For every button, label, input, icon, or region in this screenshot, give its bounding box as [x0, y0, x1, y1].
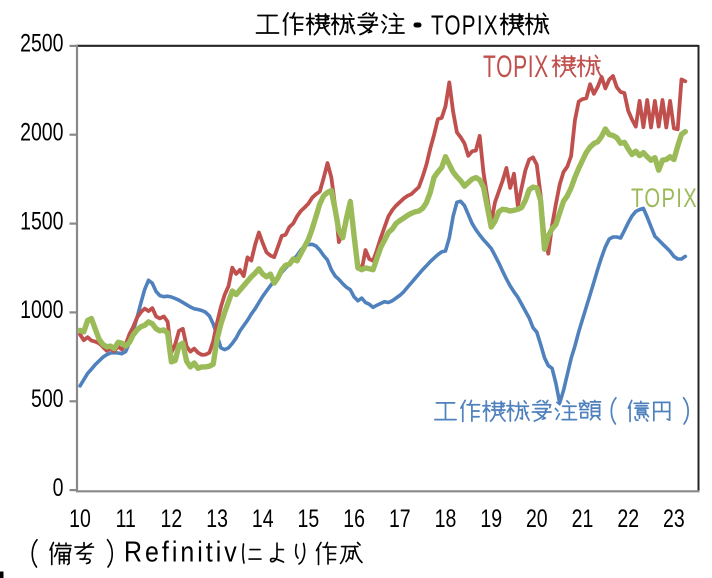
svg-text:15: 15 [298, 505, 320, 533]
svg-text:500: 500 [31, 385, 64, 413]
svg-text:17: 17 [389, 505, 411, 533]
svg-text:21: 21 [572, 505, 594, 533]
svg-text:20: 20 [526, 505, 548, 533]
svg-text:1500: 1500 [20, 207, 63, 235]
svg-text:2000: 2000 [20, 118, 63, 146]
svg-text:11: 11 [116, 505, 136, 533]
svg-text:18: 18 [435, 505, 457, 533]
svg-text:TOPIX: TOPIX [631, 183, 698, 214]
svg-text:Refinitiv: Refinitiv [124, 536, 240, 568]
svg-text:10: 10 [69, 505, 91, 533]
svg-text:14: 14 [252, 505, 274, 533]
svg-text:0: 0 [53, 473, 64, 501]
svg-text:1000: 1000 [20, 296, 63, 324]
svg-text:2500: 2500 [20, 29, 63, 57]
svg-text:TOPIX: TOPIX [483, 49, 549, 84]
svg-text:TOPIX: TOPIX [431, 11, 499, 42]
svg-text:12: 12 [161, 505, 183, 533]
svg-text:22: 22 [617, 505, 639, 533]
svg-text:13: 13 [206, 505, 228, 533]
svg-text:19: 19 [480, 505, 502, 533]
svg-text:23: 23 [663, 505, 685, 533]
svg-text:16: 16 [343, 505, 365, 533]
